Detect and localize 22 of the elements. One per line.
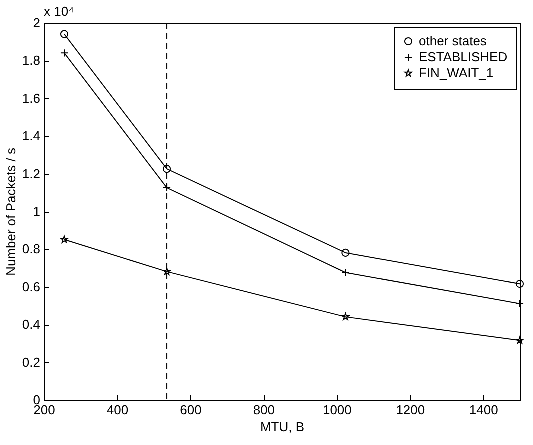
y-tick-label: 2 <box>33 16 40 30</box>
y-tick-label: 1 <box>33 204 40 219</box>
legend-label: other states <box>419 34 488 48</box>
y-tick-label: 1.2 <box>22 166 40 182</box>
y-tick-label: 1.4 <box>22 128 40 144</box>
x-axis-title: MTU, B <box>260 420 305 434</box>
y-tick-label: 1.6 <box>22 90 40 106</box>
legend-label: FIN_WAIT_1 <box>419 66 494 80</box>
legend-label: ESTABLISHED <box>419 50 508 64</box>
x-tick-label: 800 <box>253 402 276 418</box>
x-tick-label: 1000 <box>322 402 352 418</box>
y-tick-label: 0.4 <box>22 317 40 332</box>
x-tick-label: 1400 <box>469 402 498 418</box>
x-tick-label: 400 <box>106 402 129 418</box>
text: x 10⁴ <box>44 4 74 19</box>
y-axis-title: Number of Packets / s <box>3 148 18 276</box>
y-tick-label: 0.6 <box>22 279 40 294</box>
x-tick-label: 1200 <box>396 402 426 418</box>
x-tick-label: 600 <box>180 402 202 418</box>
y-tick-label: 0.2 <box>22 354 40 370</box>
y-tick-label: 0.8 <box>22 242 40 257</box>
y-tick-label: 1.8 <box>22 53 40 68</box>
